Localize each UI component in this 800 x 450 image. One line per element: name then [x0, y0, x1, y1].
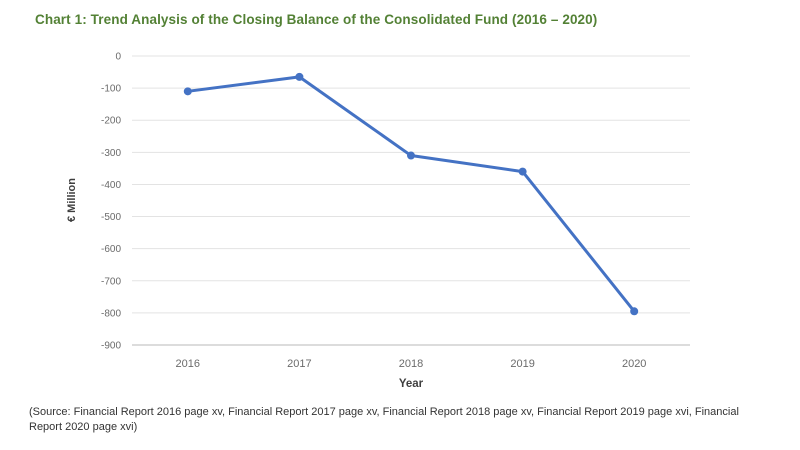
y-tick-label: -500 [101, 212, 121, 223]
data-point-2020 [630, 307, 639, 316]
data-point-2019 [518, 167, 527, 176]
data-point-2016 [183, 87, 192, 96]
y-tick-label: -900 [101, 341, 121, 352]
trend-line [186, 75, 636, 313]
y-tick-label: -400 [101, 180, 121, 191]
y-tick-label: -300 [101, 148, 121, 159]
y-tick-label: -600 [101, 244, 121, 255]
y-tick-label: -100 [101, 84, 121, 95]
chart-title: Chart 1: Trend Analysis of the Closing B… [35, 12, 598, 27]
x-tick-label: 2020 [622, 358, 646, 370]
y-tick-label: -800 [101, 308, 121, 319]
x-tick-label: 2019 [510, 358, 534, 370]
y-tick-label: 0 [115, 52, 121, 63]
line-chart-plot: 0 -100 -200 -300 -400 -500 -600 -700 -800 -900 201… [101, 52, 690, 370]
x-axis-title: Year [398, 378, 424, 390]
x-tick-label: 2016 [176, 358, 200, 370]
x-tick-label: 2017 [287, 358, 311, 370]
y-tick-label: -700 [101, 276, 121, 287]
y-axis-title: € Million [66, 178, 78, 222]
x-tick-label: 2018 [399, 358, 423, 370]
source-note: (Source: Financial Report 2016 page xv, … [29, 406, 739, 433]
y-tick-label: -200 [101, 116, 121, 127]
data-point-2018 [407, 151, 415, 160]
data-point-2017 [295, 72, 304, 81]
